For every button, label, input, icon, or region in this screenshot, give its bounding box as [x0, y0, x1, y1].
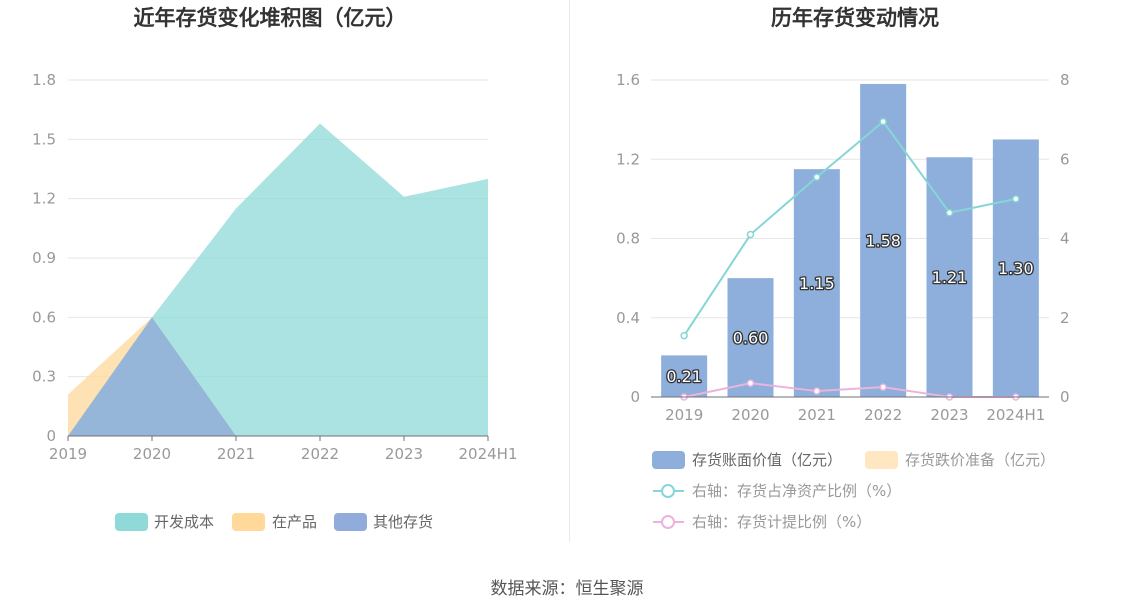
chart-divider	[569, 0, 570, 542]
left-legend-swatch	[232, 513, 265, 531]
right-x-tick-label: 2024H1	[986, 406, 1045, 424]
right-y-left-tick-label: 0	[630, 388, 640, 406]
right-legend-marker-ratio	[661, 484, 675, 498]
area-qita-cunhuo	[68, 317, 488, 436]
right-chart-title: 历年存货变动情况	[771, 6, 939, 30]
right-y-left-tick-label: 0.8	[616, 230, 640, 248]
point-cunhuo-zhan-jingzichan	[680, 331, 688, 340]
left-x-tick-label: 2024H1	[459, 445, 518, 463]
point-cunhuo-jiti-bili	[813, 387, 821, 395]
left-y-tick-label: 0.6	[32, 308, 56, 326]
left-chart-title: 近年存货变化堆积图（亿元）	[134, 6, 407, 30]
right-bar-line-chart: 历年存货变动情况 0 0.4 0.8 1.2 1.6 0 2 4 6 8 0.21 0.60 1.15…	[616, 6, 1069, 531]
left-legend-swatch	[334, 513, 367, 531]
bar-data-label: 0.60	[733, 329, 769, 348]
data-source-label: 数据来源：恒生聚源	[490, 579, 644, 599]
right-legend-swatch-bar	[652, 451, 685, 469]
left-y-tick-label: 1.5	[32, 130, 56, 148]
left-x-tick-label: 2022	[301, 445, 339, 463]
left-x-tick-label: 2019	[49, 445, 87, 463]
bar-data-label: 1.30	[998, 259, 1034, 278]
left-x-tick-label: 2023	[385, 445, 423, 463]
left-legend-label: 开发成本	[154, 513, 214, 531]
point-cunhuo-zhan-jingzichan	[813, 173, 821, 181]
right-y-left-tick-label: 1.2	[616, 150, 640, 168]
left-y-tick-label: 0	[46, 427, 56, 445]
bar-cunhuo-zhangmian	[727, 278, 774, 397]
bar-data-label: 1.58	[865, 231, 901, 250]
left-y-tick-label: 0.9	[32, 249, 56, 267]
right-x-tick-label: 2020	[731, 406, 769, 424]
right-x-tick-label: 2022	[864, 406, 902, 424]
chart-canvas: 近年存货变化堆积图（亿元） 00.30.60.91.21.51.8 2019 20…	[32, 6, 1070, 531]
point-cunhuo-zhan-jingzichan	[746, 230, 755, 239]
right-y-left-tick-label: 1.6	[616, 71, 640, 89]
bar-data-label: 0.21	[666, 367, 702, 386]
bar-data-label: 1.15	[799, 274, 835, 293]
bar-data-label: 1.21	[932, 268, 968, 287]
line-cunhuo-zhan-jingzichan	[683, 120, 1017, 337]
bar-cunhuo-zhangmian	[661, 355, 708, 397]
right-x-tick-label: 2021	[798, 406, 836, 424]
right-y-right-tick-label: 0	[1060, 388, 1070, 406]
right-y-left-tick-label: 0.4	[616, 309, 640, 327]
left-legend-label: 其他存货	[373, 513, 433, 531]
right-x-tick-label: 2019	[665, 406, 703, 424]
left-y-tick-label: 1.8	[32, 71, 56, 89]
right-legend-swatch-reserve	[865, 451, 898, 469]
point-cunhuo-zhan-jingzichan	[1012, 195, 1020, 203]
right-y-right-tick-label: 4	[1060, 230, 1070, 248]
left-legend-swatch	[115, 513, 148, 531]
right-y-right-tick-label: 6	[1060, 150, 1070, 168]
bar-cunhuo-zhangmian	[860, 83, 907, 398]
left-stacked-area-chart: 近年存货变化堆积图（亿元） 0 0.3 0.6 0.9 1.2 1.5 1.8 2019 20…	[32, 6, 518, 531]
left-x-tick-label: 2020	[133, 445, 171, 463]
right-y-right-tick-label: 2	[1060, 309, 1070, 327]
point-cunhuo-jiti-bili	[746, 379, 755, 387]
right-y-right-tick-label: 8	[1060, 71, 1070, 89]
right-legend-label: 存货账面价值（亿元）	[692, 451, 842, 469]
left-y-tick-label: 0.3	[32, 368, 56, 386]
left-legend-label: 在产品	[272, 513, 317, 531]
bar-cunhuo-zhangmian	[992, 139, 1039, 397]
right-legend-label: 存货跌价准备（亿元）	[905, 451, 1055, 469]
right-legend-label: 右轴：存货占净资产比例（%）	[692, 482, 901, 500]
right-legend-marker-provision	[661, 515, 675, 529]
bar-cunhuo-zhangmian	[926, 157, 973, 397]
point-cunhuo-zhan-jingzichan	[945, 208, 954, 217]
right-x-tick-label: 2023	[930, 406, 968, 424]
left-y-tick-label: 1.2	[32, 190, 56, 208]
bar-cunhuo-zhangmian	[793, 169, 840, 397]
left-x-tick-label: 2021	[217, 445, 255, 463]
right-legend-label: 右轴：存货计提比例（%）	[692, 513, 871, 531]
point-cunhuo-zhan-jingzichan	[879, 117, 887, 126]
point-cunhuo-jiti-bili	[879, 383, 887, 391]
